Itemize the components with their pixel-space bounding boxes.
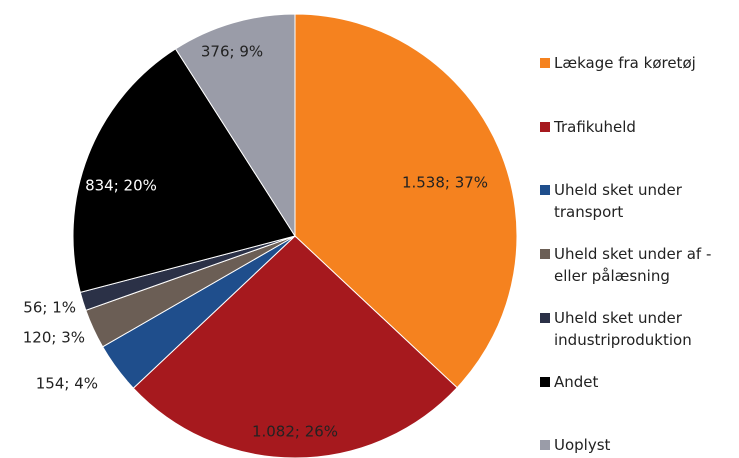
legend-label: Trafikuheld xyxy=(554,117,636,136)
legend-entry: Andet xyxy=(540,371,730,393)
legend-label: Uheld sket under industriproduktion xyxy=(554,308,692,349)
data-label: 120; 3% xyxy=(23,329,85,347)
data-label: 154; 4% xyxy=(36,375,98,393)
legend-entry: Uheld sket under industriproduktion xyxy=(540,307,730,351)
data-label: 1.082; 26% xyxy=(252,423,338,441)
pie-slice xyxy=(72,48,296,293)
legend-swatch xyxy=(540,58,550,68)
legend-entry: Lækage fra køretøj xyxy=(540,52,730,74)
legend-label: Uoplyst xyxy=(554,436,611,455)
data-label: 834; 20% xyxy=(85,177,157,195)
legend-swatch xyxy=(540,185,550,196)
data-label: 376; 9% xyxy=(201,43,263,61)
legend-entry: Uheld sket under transport xyxy=(540,179,730,223)
legend-entry: Uoplyst xyxy=(540,434,730,456)
legend-swatch xyxy=(540,312,550,323)
data-label: 56; 1% xyxy=(23,299,76,317)
legend-entry: Uheld sket under af - eller pålæsning xyxy=(540,243,730,287)
legend-swatch xyxy=(540,440,550,451)
pie-slice xyxy=(174,13,296,238)
data-label: 1.538; 37% xyxy=(402,174,488,192)
legend-label: Uheld sket under transport xyxy=(554,181,682,222)
legend-entry: Trafikuheld xyxy=(540,116,730,138)
legend-label: Uheld sket under af - eller pålæsning xyxy=(554,245,712,286)
legend-label: Lækage fra køretøj xyxy=(554,54,696,72)
pie-slice xyxy=(294,13,518,389)
legend-swatch xyxy=(540,121,550,132)
legend-label: Andet xyxy=(554,372,599,391)
legend-swatch xyxy=(540,376,550,387)
legend-swatch xyxy=(540,249,550,260)
